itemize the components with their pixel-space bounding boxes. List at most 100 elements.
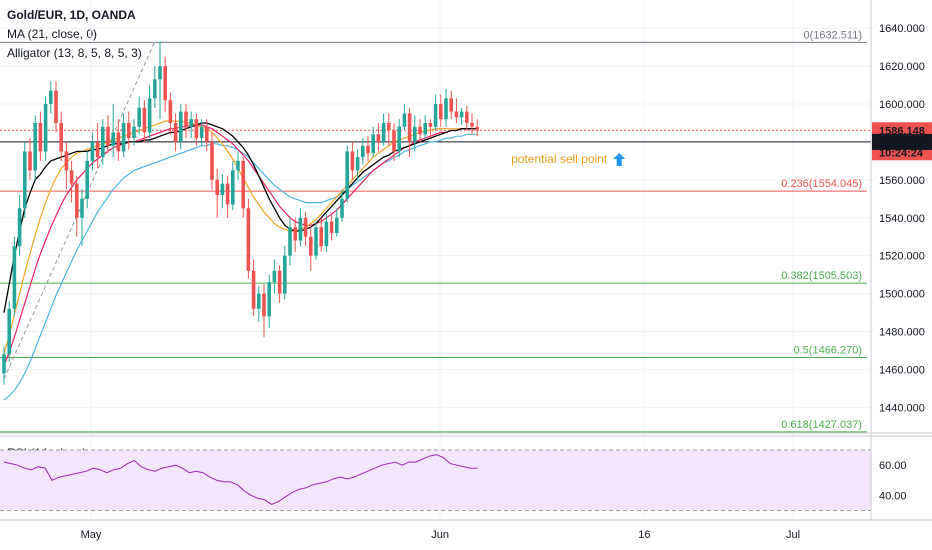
candle (189, 111, 193, 139)
candle (163, 56, 167, 112)
candle-body (444, 98, 448, 120)
candle (59, 111, 63, 161)
candle-body (366, 145, 370, 154)
candle (168, 92, 173, 135)
candle-body (251, 270, 256, 309)
candle-body (64, 151, 69, 171)
candle (428, 119, 433, 139)
candle (345, 145, 349, 203)
candle-body (459, 111, 464, 118)
candle (387, 113, 391, 146)
candle-body (428, 122, 433, 127)
candle-body (33, 122, 37, 171)
legend-alligator[interactable]: Alligator (13, 8, 5, 8, 5, 3) (7, 46, 142, 60)
candle (225, 176, 230, 218)
candle-body (210, 141, 214, 180)
candle-body (158, 66, 162, 80)
candle-body (402, 113, 407, 127)
candle-body (350, 151, 355, 171)
candle-body (345, 151, 349, 199)
candle (80, 189, 84, 247)
candle (121, 113, 126, 158)
candle (38, 111, 43, 161)
candle (106, 115, 110, 154)
price-tag-label: 1580.000 (879, 137, 925, 149)
candle-body (205, 126, 209, 142)
x-tick-label: Jul (786, 529, 800, 541)
candle-body (449, 98, 453, 112)
candle (116, 119, 121, 161)
candle (418, 119, 422, 142)
candle-body (475, 126, 479, 131)
candle (465, 105, 469, 131)
candle (64, 141, 69, 190)
candle (2, 346, 6, 385)
candle-body (75, 183, 79, 218)
candle-body (329, 221, 334, 233)
candle-body (179, 111, 183, 142)
rsi-tick-label: 40.00 (879, 490, 907, 502)
candle (371, 126, 375, 158)
rsi-tick-label: 60.00 (879, 460, 907, 472)
candle-body (454, 111, 459, 118)
candle (17, 195, 22, 256)
y-tick-label: 1500.000 (879, 289, 925, 301)
candle (376, 122, 381, 152)
candle (54, 81, 58, 133)
symbol-title[interactable]: Gold/EUR, 1D, OANDA (7, 8, 136, 22)
candle (340, 189, 344, 222)
y-tick-label: 1540.000 (879, 213, 925, 225)
candle (309, 227, 313, 271)
candle (210, 132, 214, 190)
candle (251, 259, 256, 317)
candle-body (324, 221, 329, 247)
candle (433, 94, 438, 131)
candle (288, 217, 292, 266)
y-tick-label: 1460.000 (879, 364, 925, 376)
trend-line (3, 41, 156, 380)
candle (303, 212, 308, 247)
rsi-line (3, 454, 478, 505)
candle-body (309, 236, 313, 256)
fib-level-label: 0.236(1554.045) (781, 178, 862, 190)
grid-layer (0, 0, 871, 520)
candle-body (69, 170, 74, 184)
candle (423, 115, 427, 139)
candle-body (407, 113, 412, 142)
candle (246, 198, 251, 279)
candle-body (288, 227, 292, 256)
candle-body (132, 126, 136, 139)
candle (215, 168, 219, 218)
fibonacci-layer: 0(1632.511) 0.236(1554.045) 0.382(1505.503… (0, 29, 867, 433)
candle (319, 217, 323, 252)
candle-body (376, 134, 381, 142)
alligator-lips-line (3, 120, 478, 355)
candle (43, 96, 48, 161)
candle (127, 111, 131, 150)
candle-body (184, 111, 188, 127)
candle (95, 122, 100, 169)
candle (439, 94, 443, 127)
candle-body (439, 104, 443, 120)
candle (142, 100, 147, 142)
candle (257, 286, 261, 323)
candle-body (59, 122, 63, 152)
legend-symbol: Gold/EUR, 1D, OANDA (7, 8, 136, 22)
candle-body (43, 104, 48, 152)
candle (470, 113, 474, 135)
candle-body (173, 122, 178, 142)
candle-body (2, 354, 6, 374)
x-tick-label: 16 (638, 529, 650, 541)
legend-ma[interactable]: MA (21, close, 0) (7, 27, 97, 41)
candle (12, 236, 17, 317)
candle (402, 104, 407, 131)
candle-body (231, 170, 235, 205)
candle (267, 274, 271, 328)
candle (459, 107, 464, 125)
y-tick-label: 1520.000 (879, 251, 925, 263)
candle-body (418, 126, 422, 135)
candle-body (293, 227, 297, 241)
y-tick-label: 1440.000 (879, 402, 925, 414)
candle-body (23, 151, 27, 209)
